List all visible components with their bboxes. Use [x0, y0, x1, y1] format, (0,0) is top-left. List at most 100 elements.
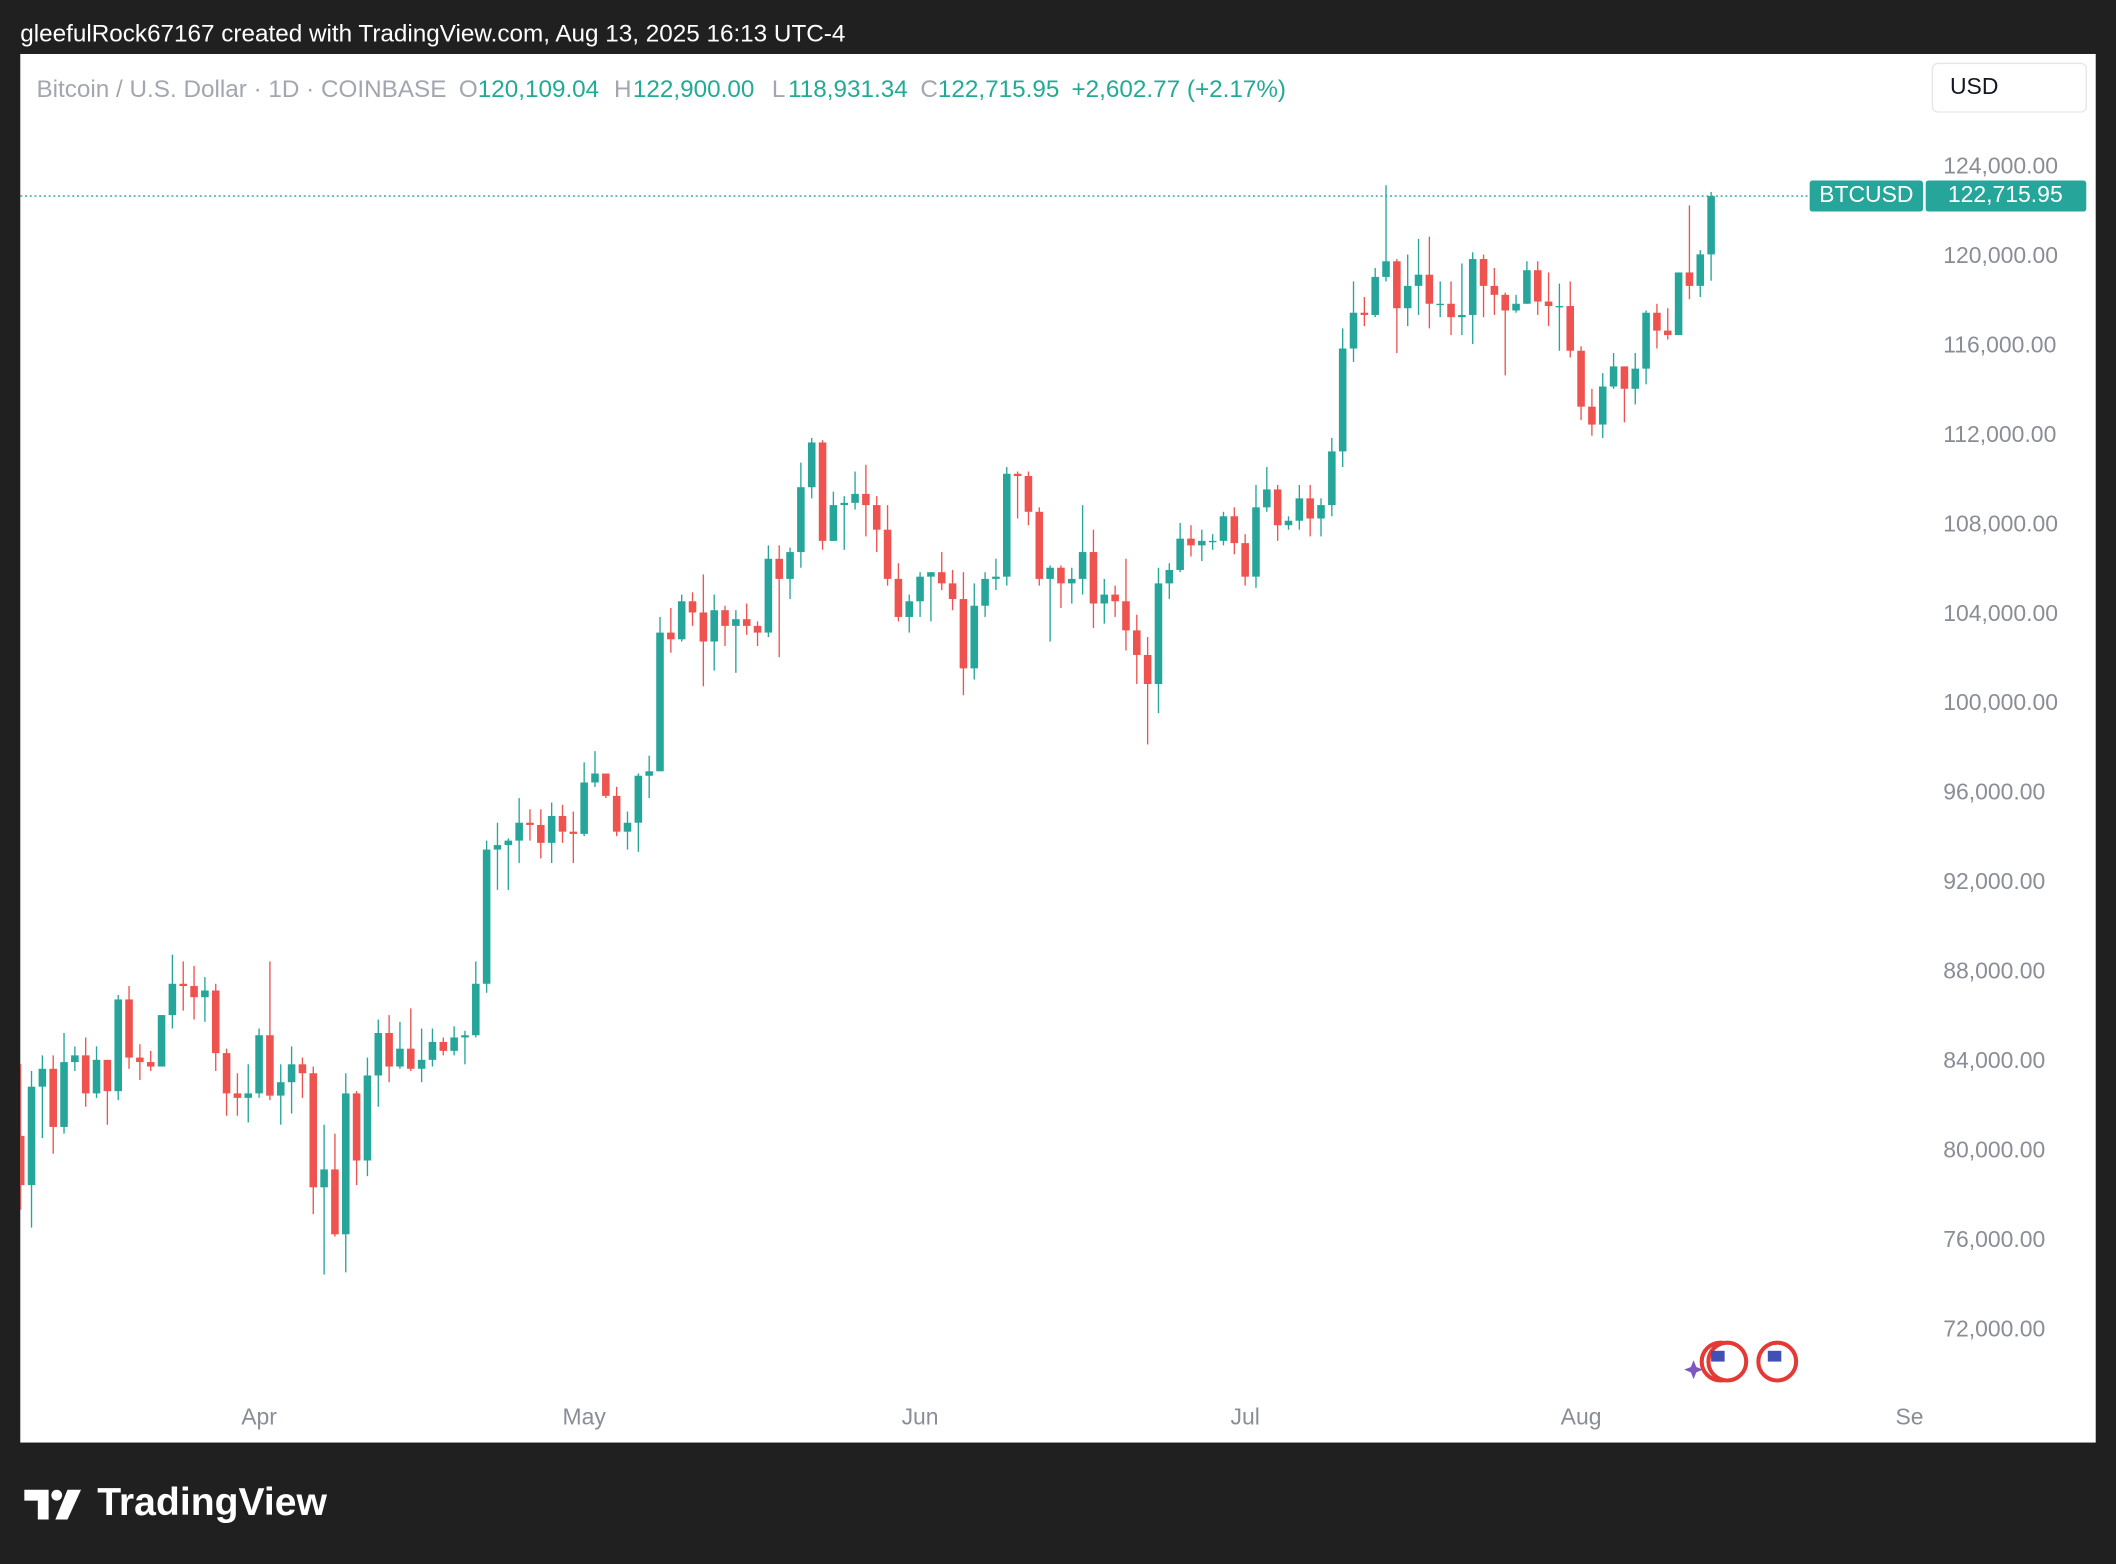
candle-body — [1447, 303, 1455, 318]
candle-body — [125, 999, 133, 1058]
candle-body — [1696, 254, 1705, 286]
candle-body — [1349, 312, 1358, 349]
candle-body — [1057, 567, 1065, 584]
candle-body — [1273, 489, 1282, 526]
y-tick-label: 72,000.00 — [1943, 1316, 2045, 1342]
candle-body — [786, 552, 794, 579]
plot-area — [20, 185, 1715, 1275]
candle-body — [309, 1073, 318, 1188]
ohlc-value: 122,900.00 — [633, 76, 754, 103]
chart-panel — [20, 53, 2096, 1443]
candle-body — [515, 822, 523, 841]
candle-body — [612, 795, 621, 832]
candle-body — [732, 619, 740, 626]
candle-body — [27, 1086, 36, 1186]
candle-body — [92, 1059, 101, 1094]
candle-body — [970, 605, 979, 669]
x-tick-label: Jun — [902, 1403, 939, 1429]
candle-body — [742, 619, 751, 626]
event-icon — [1711, 1350, 1725, 1362]
candle-body — [331, 1169, 339, 1235]
candle-body — [547, 816, 556, 843]
candle-body — [407, 1048, 415, 1069]
candle-body — [1263, 489, 1271, 508]
candle-body — [38, 1068, 47, 1087]
y-tick-label: 100,000.00 — [1943, 689, 2058, 715]
event-icon — [1756, 1340, 1799, 1383]
candle-body — [558, 816, 567, 832]
candle-body — [721, 610, 729, 626]
y-tick-label: 84,000.00 — [1943, 1047, 2045, 1073]
candle-body — [1317, 505, 1325, 519]
candle-body — [1295, 498, 1304, 521]
candle-body — [363, 1075, 372, 1161]
candle-body — [656, 632, 664, 772]
y-tick-label: 92,000.00 — [1943, 868, 2045, 894]
candle-body — [569, 831, 578, 834]
candle-body — [905, 601, 914, 617]
candle-body — [1024, 476, 1033, 512]
candle-body — [1328, 451, 1336, 506]
candle-body — [146, 1062, 155, 1067]
candle-body — [482, 849, 491, 984]
candle-body — [222, 1053, 231, 1094]
candle-body — [1360, 312, 1369, 315]
legend: Bitcoin / U.S. Dollar · 1D · COINBASE O … — [36, 76, 1286, 103]
candle-body — [1620, 366, 1629, 389]
candle-body — [537, 824, 545, 843]
candle-body — [677, 601, 686, 640]
candle-body — [298, 1064, 307, 1074]
candle-body — [201, 990, 209, 998]
candle-body — [1577, 350, 1585, 407]
candle-body — [1523, 270, 1531, 304]
candle-body — [840, 502, 849, 506]
price-tag — [1925, 180, 2087, 212]
candle-body — [20, 1135, 25, 1186]
candle-body — [352, 1093, 361, 1161]
candle-body — [1533, 270, 1542, 302]
symbol-tag-label: BTCUSD — [1819, 181, 1913, 207]
candle-body — [1241, 543, 1249, 577]
candle-body — [428, 1041, 437, 1060]
symbol-label: Bitcoin / U.S. Dollar · 1D · COINBASE — [36, 76, 446, 103]
candle-body — [71, 1055, 79, 1063]
candle-body — [211, 990, 220, 1054]
currency-button[interactable] — [1931, 62, 2087, 113]
candle-body — [916, 576, 924, 602]
candle-body — [244, 1093, 253, 1098]
candle-body — [439, 1041, 448, 1051]
candle-body — [1035, 511, 1044, 579]
ohlc-key: C — [920, 76, 938, 103]
candle-body — [602, 773, 610, 796]
candle-body — [49, 1068, 57, 1127]
candle-body — [385, 1032, 393, 1067]
candle-body — [1100, 594, 1109, 604]
candle-body — [1002, 473, 1011, 577]
logo: TradingView — [24, 1481, 328, 1524]
candle-body — [959, 599, 968, 669]
candle-body — [775, 558, 783, 579]
event-icon — [1767, 1350, 1782, 1362]
candle-body — [1089, 552, 1098, 604]
candle-body — [374, 1032, 383, 1076]
candle-body — [1219, 516, 1228, 541]
candle-body — [927, 572, 935, 577]
candle-body — [233, 1093, 242, 1098]
candle-body — [1436, 303, 1444, 306]
candle-body — [504, 840, 513, 846]
candle-body — [623, 822, 632, 832]
candle-body — [872, 505, 881, 530]
ohlc-value: 118,931.34 — [788, 76, 908, 103]
candle-body — [1598, 386, 1607, 425]
candle-body — [937, 572, 946, 584]
currency-label[interactable]: USD — [1950, 73, 1998, 99]
ohlc-value: 120,109.04 — [478, 76, 599, 103]
candle-body — [1631, 368, 1640, 389]
candle-body — [526, 822, 534, 825]
ohlc-value: 122,715.95 — [938, 76, 1059, 103]
candle-body — [1674, 272, 1683, 336]
candle-body — [1479, 259, 1488, 286]
y-tick-label: 124,000.00 — [1943, 152, 2058, 178]
candle-body — [1544, 301, 1553, 307]
candle-body — [396, 1048, 404, 1067]
